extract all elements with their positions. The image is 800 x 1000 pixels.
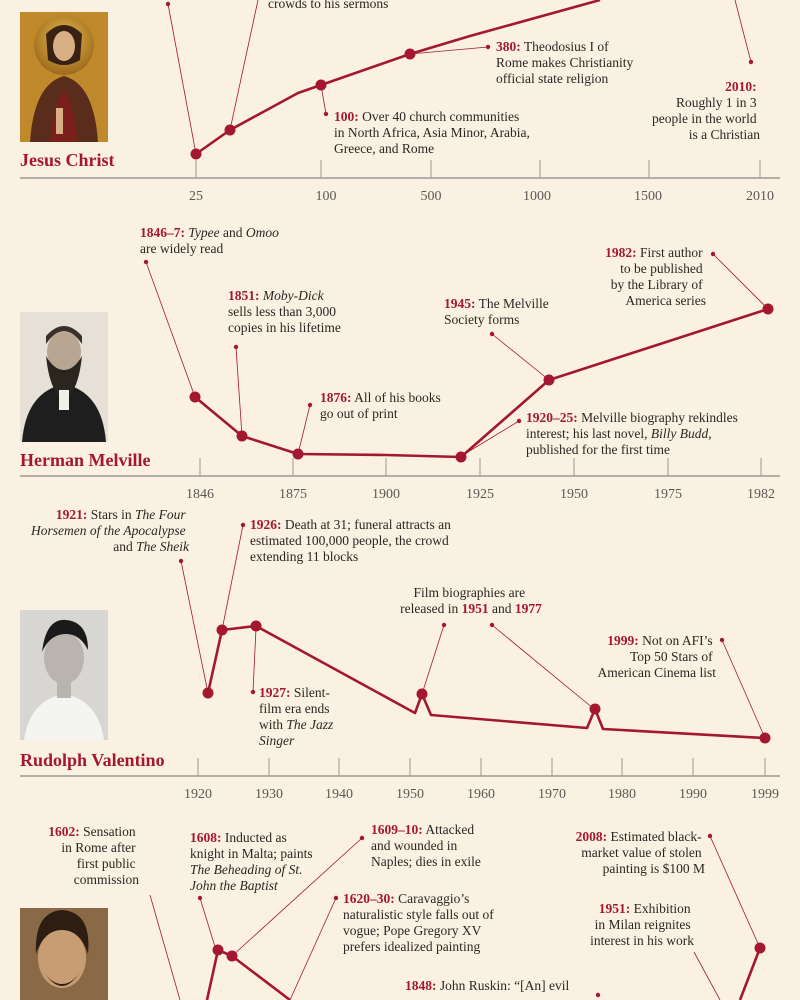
panel-valentino: Rudolph Valentino 1920 1930 1940 1950 19… (20, 507, 780, 802)
valentino-ticks: 1920 1930 1940 1950 1960 1970 1980 1990 … (184, 758, 779, 802)
caravaggio-annotation-2008: 2008: Estimated black- market value of s… (576, 829, 705, 876)
jesus-point-33 (224, 124, 236, 136)
melville-point-1982 (762, 303, 774, 315)
caravaggio-series-line (205, 948, 291, 1000)
caravaggio-point-1610 (226, 950, 238, 962)
melville-leaders (143, 251, 769, 456)
melville-tick-label: 1982 (747, 487, 775, 502)
jesus-annotation-2010: 2010: Roughly 1 in 3 people in the world… (652, 79, 760, 142)
melville-annotation-1945: 1945: The Melville Society forms (444, 296, 552, 327)
valentino-tick-label: 1990 (679, 787, 707, 802)
panel-jesus: Jesus Christ 25 100 500 1000 1500 2010 (20, 0, 780, 204)
panel-melville: Herman Melville 1846 1875 1900 1925 1950… (20, 225, 780, 502)
panel-caravaggio: 1602: Sensation in Rome after first publ… (20, 822, 766, 1000)
valentino-annotation-1927: 1927: Silent- film era ends with The Jaz… (259, 685, 337, 748)
valentino-tick-label: 1950 (396, 787, 424, 802)
valentino-tick-label: 1970 (538, 787, 566, 802)
melville-point-1851 (236, 430, 248, 442)
valentino-leaders (178, 522, 766, 739)
melville-ticks: 1846 1875 1900 1925 1950 1975 1982 (186, 458, 775, 502)
valentino-tick-label: 1930 (255, 787, 283, 802)
melville-annotation-1920: 1920–25: Melville biography rekindles in… (526, 410, 741, 457)
jesus-portrait (20, 12, 108, 142)
melville-portrait (20, 312, 108, 442)
caravaggio-annotation-1609: 1609–10: Attacked and wounded in Naples;… (371, 822, 481, 869)
valentino-annotation-1926: 1926: Death at 31; funeral attracts an e… (250, 517, 454, 564)
jesus-tick-label: 1000 (523, 189, 551, 204)
melville-tick-label: 1950 (560, 487, 588, 502)
valentino-point-1921 (202, 687, 214, 699)
valentino-tick-label: 1960 (467, 787, 495, 802)
melville-annotation-1851: 1851: Moby-Dick sells less than 3,000 co… (228, 288, 341, 335)
jesus-tick-label: 100 (316, 189, 337, 204)
valentino-tick-label: 1940 (325, 787, 353, 802)
jesus-annotation-380: 380: Theodosius I of Rome makes Christia… (496, 39, 637, 86)
melville-point-1920 (455, 451, 467, 463)
jesus-leaders (165, 0, 754, 155)
caravaggio-annotation-1951: 1951: Exhibition in Milan reignites inte… (590, 901, 694, 948)
valentino-point-1999 (759, 732, 771, 744)
melville-point-1876 (292, 448, 304, 460)
melville-tick-label: 1975 (654, 487, 682, 502)
melville-annotation-1982: 1982: First author to be published by th… (605, 245, 706, 308)
jesus-ticks: 25 100 500 1000 1500 2010 (189, 160, 774, 204)
caravaggio-portrait (20, 908, 108, 1000)
melville-name: Herman Melville (20, 450, 150, 470)
jesus-point-25 (190, 148, 202, 160)
caravaggio-annotation-1848: 1848: John Ruskin: “[An] evil (405, 978, 569, 993)
caravaggio-annotation-1608: 1608: Inducted as knight in Malta; paint… (190, 830, 316, 893)
caravaggio-series-line (738, 947, 762, 1000)
melville-point-1945 (543, 374, 555, 386)
melville-tick-label: 1875 (279, 487, 307, 502)
valentino-annotation-1999: 1999: Not on AFI’s Top 50 Stars of Ameri… (598, 633, 717, 680)
caravaggio-point-2008 (754, 942, 766, 954)
melville-annotation-1876: 1876: All of his books go out of print (320, 390, 444, 421)
caravaggio-annotation-1620: 1620–30: Caravaggio’s naturalistic style… (343, 891, 497, 954)
jesus-point-380 (404, 48, 416, 60)
melville-annotation-1846: 1846–7: Typee and Omoo are widely read (140, 225, 282, 256)
valentino-name: Rudolph Valentino (20, 750, 165, 770)
valentino-annotation-1921: 1921: Stars in The Four Horsemen of the … (30, 507, 190, 554)
valentino-portrait (20, 610, 108, 740)
jesus-annotation-100: 100: Over 40 church communities in North… (334, 109, 533, 156)
valentino-point-1923 (216, 624, 228, 636)
melville-point-1846 (189, 391, 201, 403)
jesus-point-100 (315, 79, 327, 91)
melville-tick-label: 1925 (466, 487, 494, 502)
jesus-tick-label: 1500 (634, 189, 662, 204)
caravaggio-point-1608 (212, 944, 224, 956)
valentino-tick-label: 1920 (184, 787, 212, 802)
valentino-tick-label: 1999 (751, 787, 779, 802)
valentino-point-1951 (416, 688, 428, 700)
jesus-annotation-crowds: crowds to his sermons (268, 0, 388, 11)
valentino-annotation-biographies: Film biographies are released in 1951 an… (400, 585, 542, 616)
caravaggio-leaders (149, 833, 761, 1000)
jesus-tick-label: 25 (189, 189, 203, 204)
valentino-point-1926 (250, 620, 262, 632)
valentino-point-1977 (589, 703, 601, 715)
valentino-tick-label: 1980 (608, 787, 636, 802)
melville-tick-label: 1846 (186, 487, 214, 502)
valentino-series-line (206, 624, 766, 740)
jesus-tick-label: 500 (421, 189, 442, 204)
jesus-name: Jesus Christ (20, 150, 115, 170)
caravaggio-annotation-1602: 1602: Sensation in Rome after first publ… (48, 824, 139, 887)
jesus-tick-label: 2010 (746, 189, 774, 204)
melville-tick-label: 1900 (372, 487, 400, 502)
